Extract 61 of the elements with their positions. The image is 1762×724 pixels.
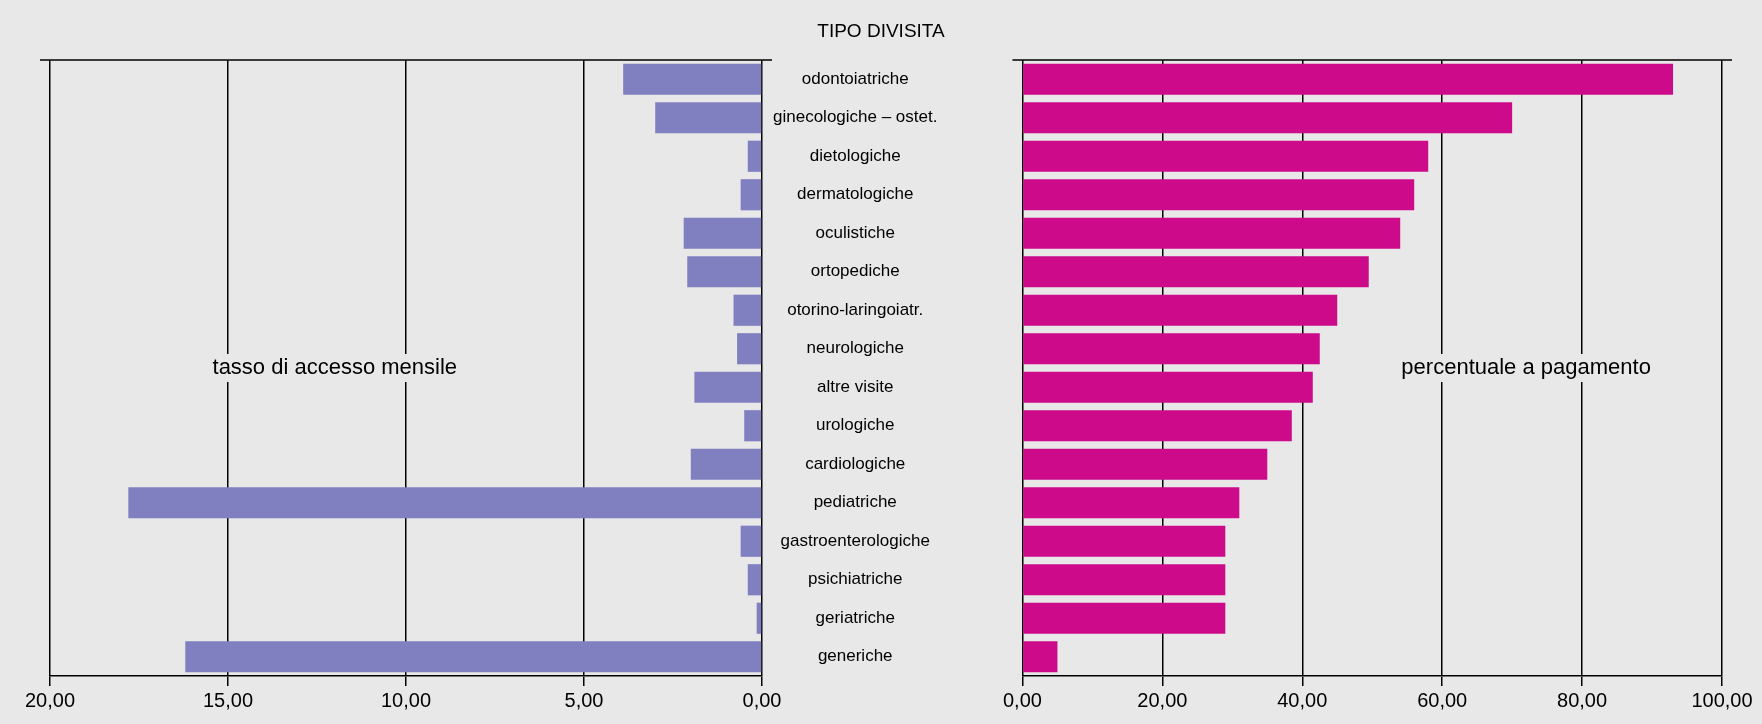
y-tick-label: oculistiche xyxy=(815,222,895,242)
bar xyxy=(1023,448,1268,480)
y-tick-label: neurologiche xyxy=(806,338,904,358)
bar xyxy=(1023,256,1369,288)
bar xyxy=(740,525,762,557)
bar xyxy=(1023,641,1058,673)
bar xyxy=(1023,525,1226,557)
bar xyxy=(1023,294,1338,326)
x-tick-label: 15,00 xyxy=(202,688,254,711)
bar xyxy=(1023,63,1674,95)
x-tick-label: 100,00 xyxy=(1691,688,1753,711)
y-tick-label: otorino-laringoiatr. xyxy=(787,299,924,319)
bar xyxy=(744,410,762,442)
bar xyxy=(1023,410,1292,442)
bar xyxy=(1023,102,1513,134)
y-tick-label: dietologiche xyxy=(809,145,901,165)
x-tick-label: 0,00 xyxy=(742,688,782,711)
y-tick-label: generiche xyxy=(817,646,893,666)
bar xyxy=(747,564,762,596)
bar xyxy=(733,294,762,326)
y-tick-label: psichiatriche xyxy=(807,569,903,589)
bar xyxy=(690,448,762,480)
annotation: tasso di accesso mensile xyxy=(212,354,458,380)
text: TIPO DIVISITA xyxy=(817,19,946,41)
bar xyxy=(737,333,762,365)
bar xyxy=(655,102,762,134)
y-tick-label: cardiologiche xyxy=(805,453,906,473)
x-tick-label: 80,00 xyxy=(1557,688,1608,711)
x-tick-label: 10,00 xyxy=(380,688,432,711)
bar xyxy=(747,140,762,172)
x-tick-label: 5,00 xyxy=(564,688,604,711)
bar xyxy=(687,256,762,288)
bar xyxy=(1023,217,1401,249)
annotation: percentuale a pagamento xyxy=(1401,354,1651,380)
y-tick-label: dermatologiche xyxy=(797,184,914,204)
bar xyxy=(623,63,762,95)
y-tick-label: urologiche xyxy=(816,415,895,435)
x-tick-label: 60,00 xyxy=(1417,688,1468,711)
bar xyxy=(740,179,762,211)
bar xyxy=(1023,564,1226,596)
bar xyxy=(1023,487,1240,519)
bar xyxy=(185,641,762,673)
bar xyxy=(128,487,762,519)
x-tick-label: 20,00 xyxy=(24,688,76,711)
y-tick-label: ortopediche xyxy=(810,261,900,281)
y-tick-label: altre visite xyxy=(816,376,894,396)
bar xyxy=(1023,140,1429,172)
bar xyxy=(694,371,762,403)
x-tick-label: 40,00 xyxy=(1277,688,1328,711)
y-tick-label: geriatriche xyxy=(815,607,895,627)
y-tick-label: ginecologiche – ostet. xyxy=(773,107,938,127)
x-tick-label: 20,00 xyxy=(1137,688,1188,711)
y-tick-label: gastroenterologiche xyxy=(780,530,930,550)
bar xyxy=(683,217,762,249)
bar xyxy=(1023,179,1415,211)
bar xyxy=(1023,602,1226,634)
bar xyxy=(1023,333,1320,365)
bar xyxy=(1023,371,1313,403)
y-tick-label: pediatriche xyxy=(813,492,897,512)
y-tick-label: odontoiatriche xyxy=(801,68,909,88)
x-tick-label: 0,00 xyxy=(1002,688,1042,711)
